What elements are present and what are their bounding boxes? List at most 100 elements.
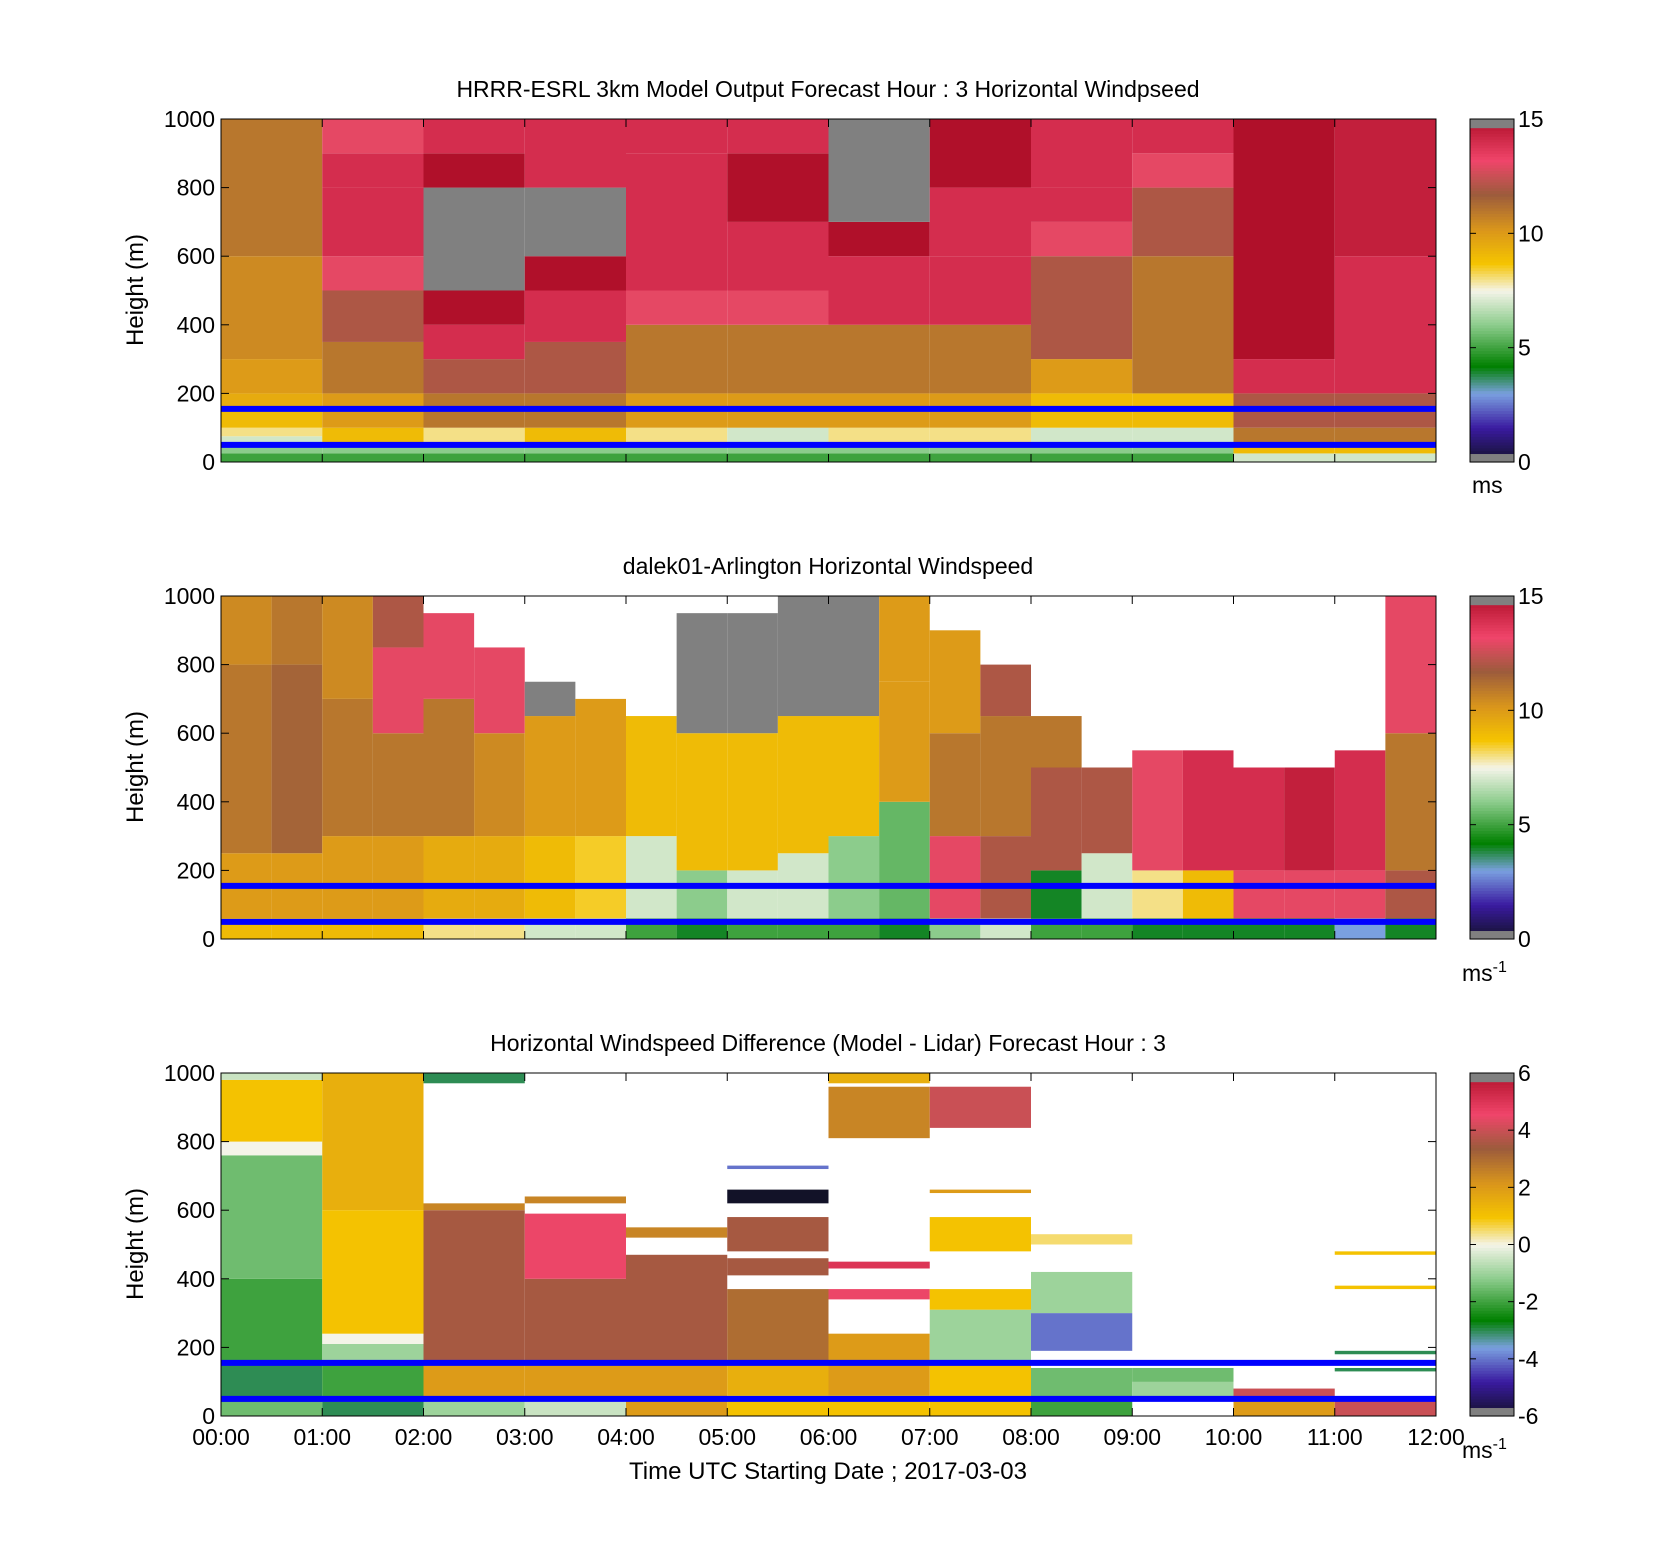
colorbar-segment (1470, 270, 1514, 274)
colorbar-segment (1470, 401, 1514, 406)
colorbar-segment (1470, 638, 1514, 643)
heatmap-cell (879, 596, 930, 682)
colorbar-segment (1470, 824, 1514, 829)
colorbar-segment (1470, 1115, 1514, 1120)
colorbar-segment (1470, 367, 1514, 372)
colorbar-segment (1470, 1175, 1514, 1180)
colorbar-segment (1470, 687, 1514, 691)
colorbar-segment (1470, 193, 1514, 197)
heatmap-cell (1132, 153, 1234, 188)
colorbar-segment (1470, 459, 1514, 463)
colorbar-segment (1470, 661, 1514, 666)
colorbar-segment (1470, 150, 1514, 154)
heatmap-cell (828, 836, 880, 919)
colorbar-segment (1470, 650, 1514, 654)
colorbar-segment (1470, 1384, 1514, 1389)
colorbar-segment (1470, 1230, 1514, 1234)
x-axis-label: Time UTC Starting Date ; 2017-03-03 (629, 1458, 1027, 1485)
colorbar-segment (1470, 210, 1514, 214)
heatmap-cell (322, 453, 424, 462)
colorbar-segment (1470, 636, 1514, 640)
colorbar-segment (1470, 633, 1514, 637)
colorbar-segment (1470, 284, 1514, 289)
colorbar-segment (1470, 264, 1514, 269)
heatmap-cell (1132, 870, 1183, 919)
heatmap-cell (828, 256, 930, 325)
heatmap-cell (828, 1086, 930, 1139)
colorbar-segment (1470, 393, 1514, 397)
colorbar-segment (1470, 141, 1514, 146)
colorbar-segment (1470, 327, 1514, 332)
colorbar-segment (1470, 1153, 1514, 1157)
heatmap-cell (929, 324, 1031, 394)
colorbar-segment (1470, 784, 1514, 789)
heatmap-cell (524, 187, 626, 257)
colorbar-segment (1470, 139, 1514, 143)
heatmap-cell (423, 444, 525, 454)
heatmap-cell (221, 596, 272, 665)
colorbar-segment (1470, 607, 1514, 611)
x-tick-label: 12:00 (1407, 1424, 1465, 1450)
colorbar-segment (1470, 850, 1514, 854)
heatmap-cell (322, 341, 424, 394)
y-tick-label: 400 (177, 312, 215, 338)
colorbar-segment (1470, 681, 1514, 686)
heatmap-cell (271, 664, 323, 854)
heatmap-cell (221, 1141, 323, 1156)
heatmap-cell (221, 664, 272, 854)
colorbar-segment (1470, 387, 1514, 392)
heatmap-cell (423, 359, 525, 394)
heatmap-cell (474, 647, 525, 734)
colorbar-segment (1470, 1095, 1514, 1100)
colorbar-segment (1470, 187, 1514, 192)
heatmap-cell (727, 870, 778, 919)
heatmap-cell (1334, 256, 1436, 394)
colorbar-segment (1470, 907, 1514, 912)
heatmap-cell (423, 290, 525, 325)
heatmap-cell (727, 453, 829, 462)
panel-difference-title: Horizontal Windspeed Difference (Model -… (490, 1030, 1166, 1056)
colorbar-segment (1470, 898, 1514, 903)
heatmap-cell (1182, 750, 1234, 871)
colorbar-tick-label: -4 (1518, 1346, 1539, 1372)
x-tick-label: 03:00 (496, 1424, 554, 1450)
heatmap-cell (980, 664, 1031, 717)
colorbar-segment (1470, 724, 1514, 729)
colorbar-segment (1470, 450, 1514, 455)
colorbar-segment (1470, 933, 1514, 937)
heatmap-cell (879, 801, 930, 919)
colorbar-segment (1470, 213, 1514, 217)
colorbar-segment (1470, 798, 1514, 803)
heatmap-cell (1334, 750, 1386, 871)
heatmap-cell (221, 453, 323, 462)
colorbar-segment (1470, 696, 1514, 700)
heatmap-cell (322, 1210, 424, 1334)
heatmap-cell (727, 324, 829, 394)
colorbar-segment (1470, 1387, 1514, 1391)
x-tick-label: 04:00 (597, 1424, 655, 1450)
colorbar-segment (1470, 710, 1514, 714)
colorbar-segment (1470, 913, 1514, 917)
colorbar-segment (1470, 224, 1514, 229)
heatmap-cell (221, 427, 323, 437)
heatmap-cell (423, 119, 525, 154)
colorbar-segment (1470, 390, 1514, 394)
colorbar-segment (1470, 818, 1514, 823)
colorbar-segment (1470, 813, 1514, 817)
colorbar-segment (1470, 627, 1514, 631)
heatmap-cell (322, 836, 373, 919)
colorbar-segment (1470, 1313, 1514, 1317)
colorbar-segment (1470, 758, 1514, 763)
heatmap-cell (727, 733, 778, 871)
heatmap-cell (828, 1261, 930, 1269)
colorbar-segment (1470, 601, 1514, 606)
colorbar-tick-label: -2 (1518, 1289, 1538, 1315)
heatmap-cell (929, 453, 1031, 462)
colorbar-segment (1470, 413, 1514, 417)
colorbar-segment (1470, 196, 1514, 200)
heatmap-cell (423, 836, 475, 919)
colorbar-tick-label: 10 (1518, 697, 1544, 723)
heatmap-cell (626, 453, 728, 462)
heatmap-cell (777, 596, 829, 717)
colorbar-segment (1470, 267, 1514, 272)
